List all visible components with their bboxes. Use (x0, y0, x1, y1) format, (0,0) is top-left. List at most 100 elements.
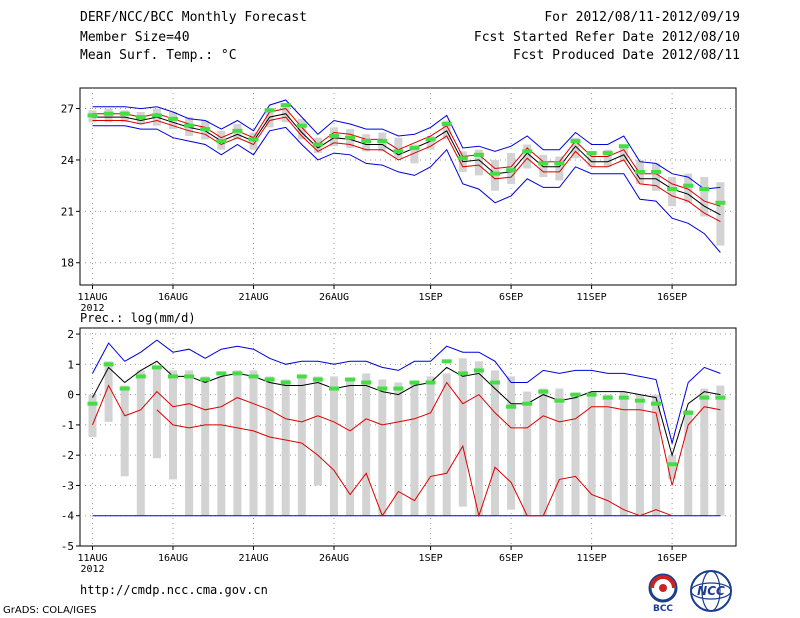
box-bar (619, 391, 628, 516)
median-mark (248, 374, 259, 379)
box-bar (619, 144, 628, 162)
median-mark (135, 374, 146, 379)
box-bar (555, 388, 564, 516)
x-tick-label: 21AUG (238, 292, 268, 303)
median-mark (184, 374, 195, 379)
source-url[interactable]: http://cmdp.ncc.cma.gov.cn (80, 583, 268, 597)
box-bar (426, 135, 435, 150)
box-bar (507, 376, 516, 510)
box-bar (652, 394, 660, 516)
box-bar (330, 376, 338, 516)
box-bar (587, 151, 596, 167)
box-bar (491, 370, 499, 516)
box-bar (668, 455, 677, 480)
median-mark (329, 386, 339, 391)
median-mark (618, 144, 629, 149)
box-bar (378, 379, 387, 516)
median-mark (87, 113, 98, 118)
median-mark (586, 151, 597, 156)
box-bar (652, 163, 660, 191)
median-mark (393, 386, 404, 391)
box-bar (281, 379, 290, 516)
box-bar (394, 382, 403, 516)
box-bar (394, 137, 403, 159)
box-bar (281, 103, 290, 123)
box-bar (635, 394, 644, 516)
median-mark (264, 377, 275, 382)
ensemble-mean-line (92, 113, 721, 216)
median-mark (506, 404, 517, 409)
box-bar (442, 373, 451, 516)
box-bar (474, 361, 483, 516)
member-size: Member Size=40 (80, 30, 190, 45)
box-bar (233, 370, 242, 516)
x-tick-label: 26AUG (319, 553, 349, 564)
median-mark (522, 401, 533, 406)
lower-percentile-line (156, 409, 673, 518)
median-mark (409, 145, 420, 150)
box-bar (523, 391, 532, 516)
y-tick-label: 0 (67, 389, 74, 402)
median-mark (377, 139, 388, 144)
median-mark (184, 123, 195, 128)
x-tick-label: 16SEP (657, 553, 687, 564)
median-mark (602, 151, 613, 156)
median-mark (103, 362, 114, 367)
median-mark (296, 374, 307, 379)
box-bar (603, 394, 612, 516)
box-bar (297, 376, 306, 516)
median-mark (699, 395, 710, 400)
median-mark (425, 380, 436, 385)
ncc-logo-text: NCC (697, 584, 725, 598)
median-mark (119, 111, 130, 116)
median-mark (570, 139, 581, 144)
median-mark (216, 371, 227, 376)
y-tick-label: 21 (61, 205, 74, 218)
median-mark (473, 368, 484, 373)
median-mark (522, 149, 533, 154)
box-bar (120, 385, 129, 477)
variable-label: Mean Surf. Temp.: °C (80, 48, 237, 63)
box-bar (120, 110, 129, 123)
median-mark (699, 187, 710, 192)
median-mark (441, 359, 452, 364)
median-mark (554, 398, 565, 403)
median-mark (667, 187, 678, 192)
bcc-logo-icon: BCC (648, 573, 678, 614)
median-mark (667, 462, 678, 467)
upper-percentile-line (92, 108, 721, 207)
lower-envelope-line (92, 125, 721, 253)
box-bar (700, 388, 709, 516)
box-bar (88, 394, 97, 437)
lower-percentile-line (92, 116, 721, 223)
x-tick-label: 6SEP (499, 553, 523, 564)
x-tick-label: 11AUG (77, 292, 107, 303)
box-bar (684, 173, 693, 203)
y-tick-label: -1 (61, 419, 74, 432)
median-mark (312, 142, 323, 147)
median-mark (264, 108, 275, 113)
x-year-label: 2012 (80, 564, 104, 575)
refer-date: Fcst Started Refer Date 2012/08/10 (473, 30, 740, 45)
median-mark (329, 133, 339, 138)
median-mark (634, 398, 645, 403)
median-mark (554, 161, 565, 166)
upper-percentile-line (92, 381, 721, 486)
box-bar (442, 120, 451, 140)
plot-frame (79, 87, 737, 286)
median-mark (280, 380, 291, 385)
ncc-logo-icon: NCC (690, 570, 732, 612)
median-mark (393, 149, 404, 154)
median-mark (296, 123, 307, 128)
box-bar (362, 373, 371, 516)
x-year-label: 2012 (80, 303, 104, 314)
median-mark (570, 392, 581, 397)
box-bar (458, 358, 467, 507)
median-mark (345, 135, 356, 140)
median-mark (506, 168, 517, 173)
y-tick-label: 24 (61, 154, 75, 167)
x-tick-label: 16AUG (158, 292, 188, 303)
box-bar (136, 370, 145, 516)
panel-title: Prec.: log(mm/d) (80, 311, 196, 325)
